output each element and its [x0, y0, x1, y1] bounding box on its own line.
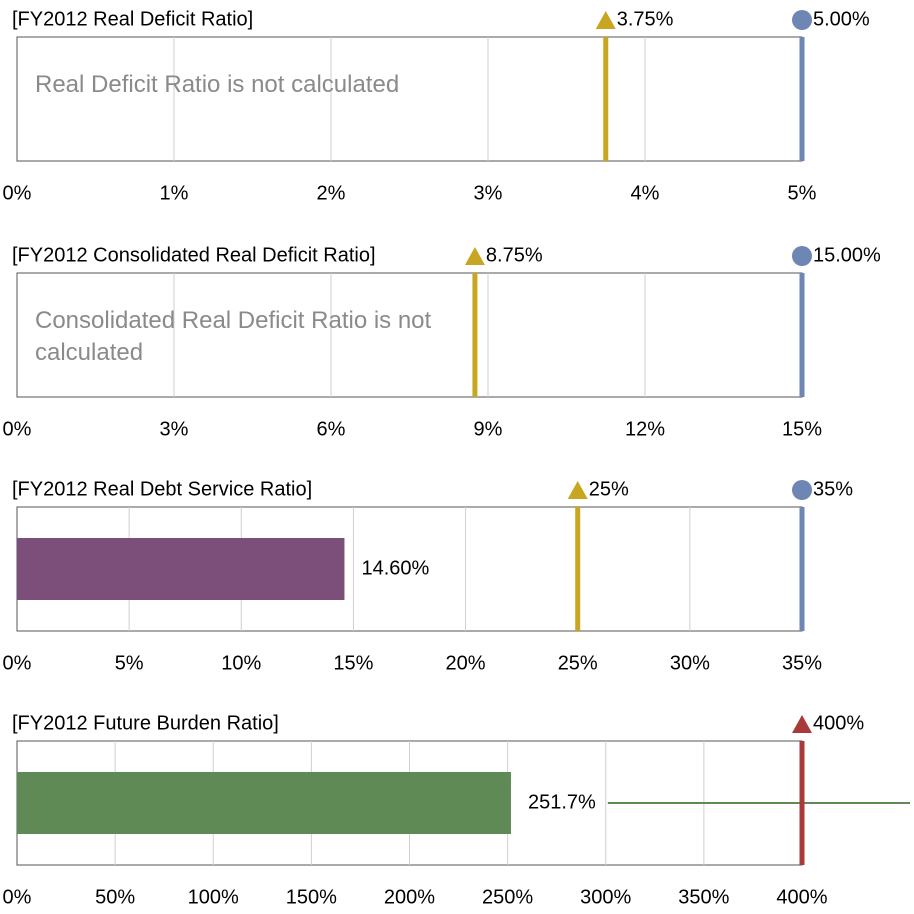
- threshold-label: 35%: [813, 478, 853, 500]
- x-tick-label: 5%: [115, 652, 144, 674]
- x-tick-label: 12%: [625, 418, 665, 440]
- x-tick-label: 0%: [3, 652, 32, 674]
- x-tick-label: 15%: [333, 652, 373, 674]
- x-tick-label: 15%: [782, 418, 822, 440]
- threshold-label: 15.00%: [813, 244, 881, 266]
- threshold-marker: [595, 11, 616, 29]
- x-tick-label: 50%: [95, 886, 135, 908]
- x-tick-label: 300%: [580, 886, 631, 908]
- x-tick-label: 3%: [474, 182, 503, 204]
- threshold-marker: [792, 480, 812, 500]
- x-tick-label: 25%: [558, 652, 598, 674]
- threshold-label: 8.75%: [486, 244, 543, 266]
- threshold-marker: [464, 247, 485, 265]
- chart-title: [FY2012 Real Debt Service Ratio]: [12, 478, 312, 500]
- annotation: Real Deficit Ratio is not calculated: [35, 71, 400, 98]
- chart-title: [FY2012 Consolidated Real Deficit Ratio]: [12, 244, 376, 266]
- x-tick-label: 400%: [776, 886, 827, 908]
- x-tick-label: 0%: [3, 182, 32, 204]
- x-tick-label: 0%: [3, 418, 32, 440]
- x-tick-label: 35%: [782, 652, 822, 674]
- x-tick-label: 30%: [670, 652, 710, 674]
- threshold-marker: [567, 481, 588, 499]
- x-tick-label: 10%: [221, 652, 261, 674]
- threshold-label: 3.75%: [617, 8, 674, 30]
- threshold-marker: [792, 246, 812, 266]
- x-tick-label: 2%: [317, 182, 346, 204]
- value-label: 14.60%: [361, 557, 429, 579]
- x-tick-label: 100%: [188, 886, 239, 908]
- chart-title: [FY2012 Future Burden Ratio]: [12, 712, 279, 734]
- plot-area: [16, 36, 803, 162]
- annotation-box: Consolidated Real Deficit Ratio is not c…: [35, 307, 432, 366]
- bar: [17, 772, 511, 834]
- bar: [17, 538, 345, 600]
- x-tick-label: 250%: [482, 886, 533, 908]
- x-tick-label: 5%: [788, 182, 817, 204]
- x-tick-label: 200%: [384, 886, 435, 908]
- annotation: Consolidated Real Deficit Ratio is not c…: [35, 307, 432, 366]
- threshold-label: 400%: [813, 712, 864, 734]
- x-tick-label: 350%: [678, 886, 729, 908]
- annotation-box: Real Deficit Ratio is not calculated: [35, 71, 400, 98]
- x-tick-label: 1%: [160, 182, 189, 204]
- value-label: 251.7%: [528, 791, 596, 813]
- x-tick-label: 20%: [446, 652, 486, 674]
- x-tick-label: 0%: [3, 886, 32, 908]
- x-tick-label: 3%: [160, 418, 189, 440]
- threshold-label: 5.00%: [813, 8, 870, 30]
- chart-title: [FY2012 Real Deficit Ratio]: [12, 8, 253, 30]
- x-tick-label: 6%: [317, 418, 346, 440]
- threshold-marker: [792, 10, 812, 30]
- threshold-label: 25%: [589, 478, 629, 500]
- x-tick-label: 9%: [474, 418, 503, 440]
- x-tick-label: 4%: [631, 182, 660, 204]
- threshold-marker: [792, 715, 812, 733]
- x-tick-label: 150%: [286, 886, 337, 908]
